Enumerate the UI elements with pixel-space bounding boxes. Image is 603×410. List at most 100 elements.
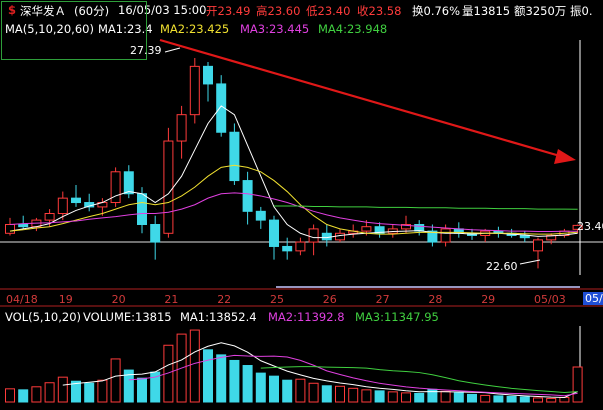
volume-bar	[5, 388, 15, 403]
volume-bar	[559, 396, 570, 403]
volume-bar	[387, 391, 398, 403]
date-tick-label: 29	[481, 293, 496, 306]
volume-bar	[31, 386, 42, 403]
vol-ma1-label: MA1:13852.4	[180, 310, 257, 324]
date-tick-label: 21	[164, 293, 179, 306]
high-price-label: 27.39	[130, 44, 162, 57]
candle-body	[401, 224, 411, 230]
volume-bar	[440, 390, 451, 403]
volume-bar	[203, 349, 213, 403]
volume-bar	[348, 387, 359, 403]
date-tick-label: 28	[428, 293, 443, 306]
volume-bar	[374, 390, 385, 403]
stock-icon[interactable]: $	[8, 3, 17, 17]
candle-body	[110, 171, 121, 204]
vol-title: VOL(5,10,20)	[5, 310, 81, 324]
candle-body	[361, 226, 372, 232]
vol-ma3-label: MA3:11347.95	[355, 310, 439, 324]
datetime-label: 16/05/03 15:00	[118, 3, 207, 17]
volume-value: 量13815	[462, 4, 511, 18]
candle-body	[269, 219, 279, 247]
candle-body	[255, 210, 266, 221]
volume-bar	[308, 382, 319, 403]
candle-body	[282, 245, 293, 252]
volume-bar	[519, 396, 530, 403]
ma-line-ma1	[9, 105, 578, 239]
trend-arrow-head	[554, 149, 576, 164]
ma3-label: MA3:23.445	[240, 22, 310, 36]
volume-bar	[269, 375, 279, 403]
volume-bar	[71, 380, 81, 403]
ma-title: MA(5,10,20,60)	[5, 22, 94, 36]
candle-body	[440, 228, 451, 243]
volume-bar	[480, 394, 491, 403]
volume-bar	[229, 359, 240, 403]
open-price: 开23.49	[206, 4, 251, 18]
volume-bar	[97, 379, 108, 403]
candle-body	[229, 131, 240, 182]
low-price-pointer	[519, 259, 541, 265]
volume-bar	[414, 392, 425, 403]
date-tick-label: 25	[270, 293, 284, 306]
trend-arrow-line	[159, 38, 561, 158]
vol-ma2-label: MA2:11392.8	[268, 310, 345, 324]
volume-bar	[137, 377, 147, 403]
volume-bar	[572, 366, 583, 403]
volume-bar	[506, 395, 517, 403]
candle-body	[242, 180, 253, 212]
volume-bar	[401, 392, 411, 403]
candle-body	[295, 241, 306, 252]
ma1-label: MA1:23.4	[98, 22, 153, 36]
candle-body	[57, 197, 68, 215]
quote-header: $ 深华发Ａ (60分) 16/05/03 15:00 开23.49 高23.6…	[0, 0, 603, 20]
volume-bar	[163, 344, 174, 403]
volume-bar	[189, 329, 200, 403]
candle-body	[414, 224, 425, 232]
volume-bar	[123, 369, 134, 403]
candle-body	[189, 65, 200, 116]
low-price-label: 22.60	[486, 260, 518, 273]
high-price: 高23.60	[256, 4, 301, 18]
candle-body	[163, 140, 174, 234]
candle-body	[18, 224, 29, 228]
candle-body	[44, 213, 55, 221]
ma-legend: MA(5,10,20,60) MA1:23.4 MA2:23.425 MA3:2…	[0, 20, 603, 38]
volume-bar	[242, 365, 253, 403]
candle-body	[203, 65, 213, 85]
volume-bar	[84, 382, 95, 403]
candle-body	[216, 83, 227, 133]
ma2-label: MA2:23.425	[160, 22, 230, 36]
stock-name: 深华发Ａ	[20, 4, 66, 18]
volume-bar	[57, 376, 68, 403]
selection-box	[1, 1, 147, 60]
volume-bar	[467, 393, 477, 403]
date-tick-label: 20	[111, 293, 126, 306]
vol-ma2-line	[128, 354, 578, 397]
candle-body	[374, 226, 385, 234]
volume-bar	[295, 378, 306, 403]
volume-bar	[18, 389, 29, 403]
volume-legend: VOL(5,10,20) VOLUME:13815 MA1:13852.4 MA…	[0, 308, 603, 324]
amount-value: 额3250万	[514, 4, 567, 18]
volume-bar	[44, 382, 55, 403]
candle-body	[321, 232, 332, 241]
high-price-pointer	[164, 47, 181, 53]
candle-body	[533, 239, 543, 252]
date-tick-label: 04/18	[6, 293, 38, 306]
current-date-tag[interactable]: 05/0	[583, 292, 603, 305]
volume-bar	[361, 389, 372, 403]
date-tick-label: 19	[58, 293, 73, 306]
amplitude-value: 振0.	[570, 4, 593, 18]
current-price-label: 23.40	[577, 220, 603, 233]
volume-bar	[546, 397, 557, 403]
volume-bar	[321, 385, 332, 403]
candle-body	[150, 224, 161, 243]
date-tick-label: 05/03	[534, 293, 566, 306]
date-tick-label: 26	[322, 293, 337, 306]
period-label: (60分)	[74, 4, 110, 18]
vol-ma3-line	[260, 366, 578, 393]
volume-bar	[453, 392, 464, 403]
candle-body	[137, 193, 147, 225]
vol-ma1-line	[62, 342, 578, 398]
